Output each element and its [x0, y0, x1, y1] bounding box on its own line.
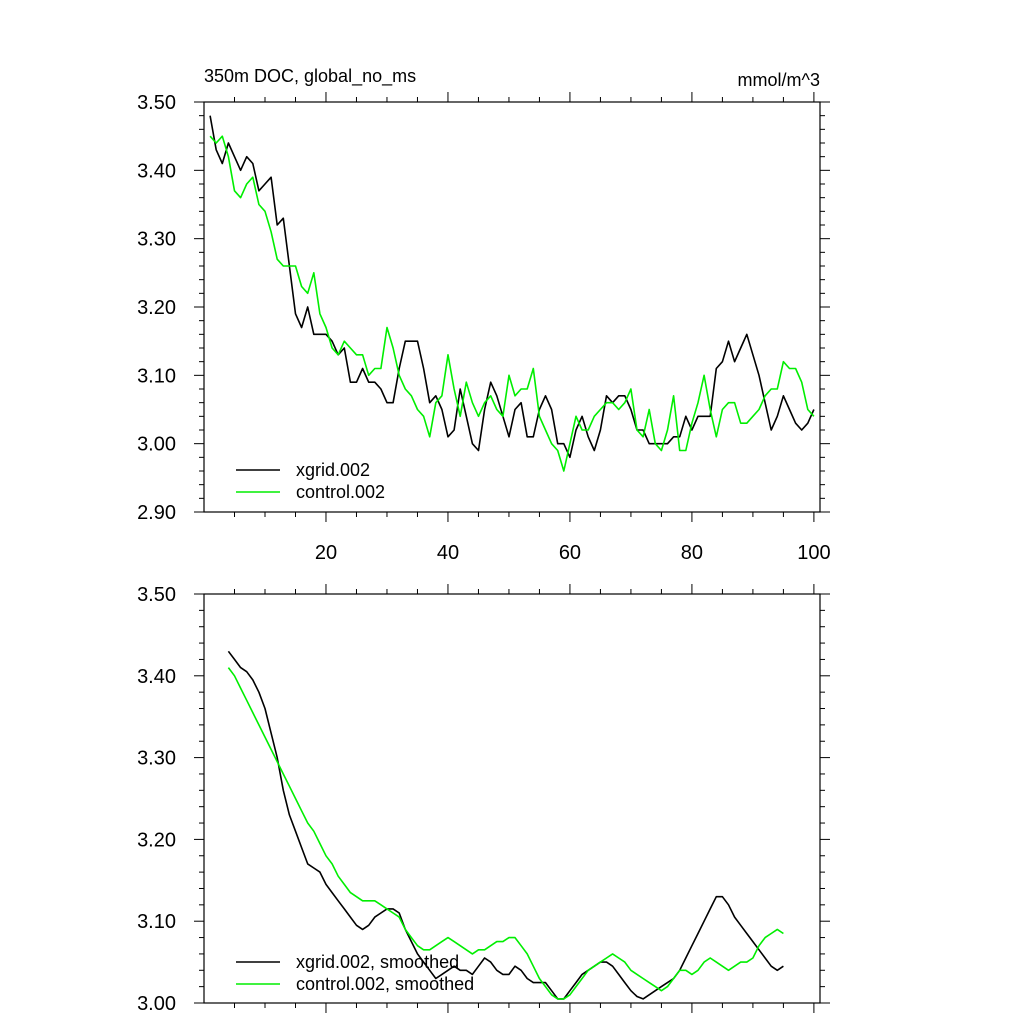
y-tick-label: 3.10: [137, 365, 176, 387]
plot-lines: [209, 115, 815, 472]
y-tick-label: 3.30: [137, 229, 176, 251]
x-tick-label: 60: [559, 542, 581, 564]
legend-label: xgrid.002, smoothed: [296, 952, 459, 972]
y-tick-label: 3.50: [137, 584, 176, 606]
y-tick-label: 3.20: [137, 829, 176, 851]
axis-tick-labels: 3.00 3.10 3.20 3.30 3.40 3.50: [137, 584, 176, 1015]
legend-label: control.002, smoothed: [296, 974, 474, 994]
y-tick-label: 2.90: [137, 502, 176, 524]
units-label: mmol/m^3: [738, 70, 820, 90]
series-line-control-002: [209, 135, 815, 472]
chart-title: 350m DOC, global_no_ms: [204, 66, 416, 87]
y-tick-label: 3.30: [137, 748, 176, 770]
plot-frame: [203, 101, 821, 513]
y-tick-label: 3.40: [137, 160, 176, 182]
legend-label: control.002: [296, 482, 385, 502]
axis-ticks: [194, 584, 830, 1013]
y-tick-label: 3.40: [137, 666, 176, 688]
legend-label: xgrid.002: [296, 460, 370, 480]
y-tick-label: 3.50: [137, 92, 176, 114]
panel-raw: 350m DOC, global_no_ms mmol/m^3 20 40 60 80…: [137, 66, 831, 564]
axis-tick-labels: 20 40 60 80 100 2.90 3.00 3.10 3.20 3.30 3.40 3.50: [137, 92, 831, 564]
series-line-xgrid-002-smoothed: [227, 650, 784, 1000]
x-tick-label: 100: [797, 542, 830, 564]
series-line-control-002-smoothed: [227, 667, 784, 1000]
y-tick-label: 3.00: [137, 993, 176, 1015]
x-tick-label: 40: [437, 542, 459, 564]
x-tick-label: 80: [681, 542, 703, 564]
x-tick-label: 20: [315, 542, 337, 564]
y-tick-label: 3.10: [137, 911, 176, 933]
panel-smoothed: 3.00 3.10 3.20 3.30 3.40 3.50 xgrid.002, smoo…: [137, 584, 830, 1015]
y-tick-label: 3.20: [137, 297, 176, 319]
y-tick-label: 3.00: [137, 434, 176, 456]
plot-frame: [203, 593, 821, 1004]
axis-ticks: [194, 92, 830, 522]
series-line-xgrid-002: [209, 115, 815, 459]
plot-lines: [227, 650, 784, 1000]
